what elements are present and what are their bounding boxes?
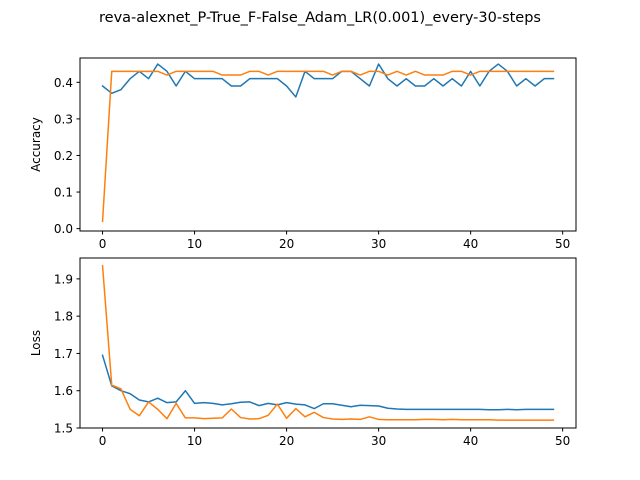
loss-y-tick-label: 1.7: [54, 347, 73, 361]
loss-y-axis-label: Loss: [29, 330, 43, 356]
accuracy-x-tick-label: 20: [279, 237, 294, 251]
loss-x-tick-label: 0: [99, 434, 107, 448]
loss-y-tick-label: 1.8: [54, 310, 73, 324]
loss-y-tick-label: 1.9: [54, 272, 73, 286]
loss-series-orange-line: [101, 265, 555, 421]
figure-title: reva-alexnet_P-True_F-False_Adam_LR(0.00…: [99, 10, 541, 26]
loss-series-blue-line: [101, 354, 555, 411]
accuracy-series-orange-line: [101, 70, 555, 223]
accuracy-y-tick-label: 0.3: [54, 112, 73, 126]
accuracy-axes: 0 10 20 30 40 50 0.0 0.1 0.2 0.3 0.4 Accuracy: [29, 57, 577, 251]
loss-y-tick-label: 1.5: [54, 422, 73, 436]
loss-x-tick-label: 40: [463, 434, 478, 448]
loss-axes-frame: [79, 257, 577, 429]
loss-y-tick-label: 1.6: [54, 384, 73, 398]
accuracy-y-axis-label: Accuracy: [29, 117, 43, 172]
loss-x-tick-label: 20: [279, 434, 294, 448]
accuracy-y-tick-label: 0.2: [54, 149, 73, 163]
accuracy-x-tick-label: 50: [555, 237, 570, 251]
accuracy-x-tick-label: 10: [187, 237, 202, 251]
accuracy-y-tick-label: 0.0: [54, 222, 73, 236]
accuracy-x-tick-label: 40: [463, 237, 478, 251]
loss-x-tick-label: 50: [555, 434, 570, 448]
accuracy-x-tick-label: 0: [99, 237, 107, 251]
accuracy-y-tick-label: 0.1: [54, 186, 73, 200]
accuracy-series-blue-line: [101, 63, 555, 98]
loss-axes: 0 10 20 30 40 50 1.5 1.6 1.7 1.8 1.9 Loss: [29, 257, 577, 448]
accuracy-axes-frame: [79, 57, 577, 232]
accuracy-y-tick-label: 0.4: [54, 76, 73, 90]
loss-x-tick-label: 10: [187, 434, 202, 448]
loss-x-tick-label: 30: [371, 434, 386, 448]
accuracy-x-tick-label: 30: [371, 237, 386, 251]
